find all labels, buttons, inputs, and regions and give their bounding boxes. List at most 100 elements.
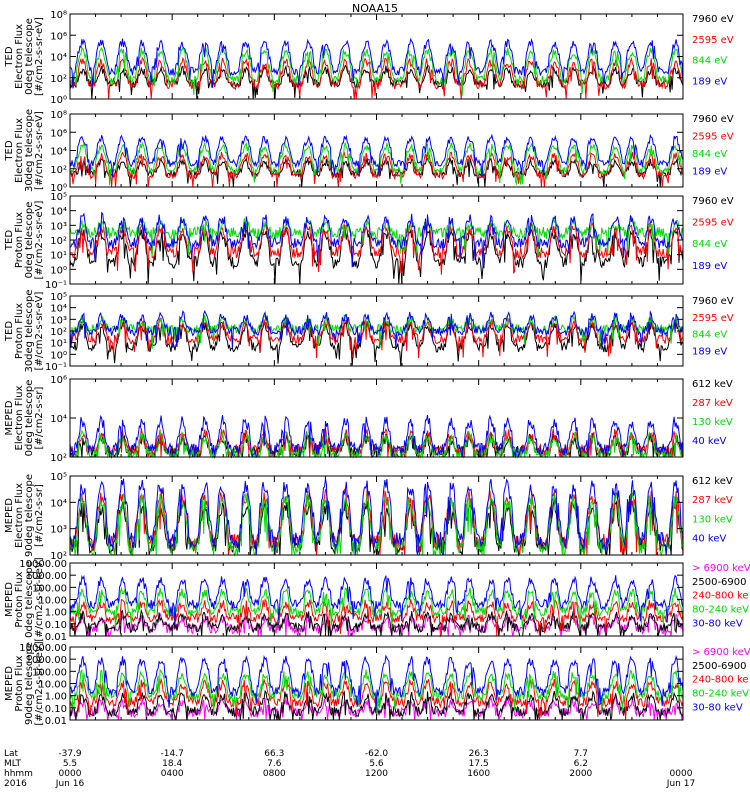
legend-entry: 844 eV [692,330,727,341]
x-tick-label: -14.7 [161,749,184,759]
series-2-line [69,56,684,100]
legend-entry: 844 eV [692,56,727,67]
y-axis-label-line: MEPED [4,582,15,617]
y-tick-label: 10⁴ [50,53,67,64]
y-tick-label: 10⁶ [50,31,67,42]
y-tick-label: 10⁵ [50,192,67,203]
y-tick-label: 10⁴ [50,147,67,158]
y-tick-label: 10³ [50,221,67,232]
legend-entry: > 6900 keV [692,563,750,574]
y-axis-label: MEPED Electron Flux 0deg telescope [#/cm2-s… [4,380,45,457]
y-axis-label: TED Proton Flux 30deg telescope [#/cm2-s-sr… [4,289,45,372]
y-tick-label: 1000.00 [26,655,67,666]
panel-7: 0.010.101.0010.00100.001000.0010000.00ME… [4,557,750,643]
y-tick-label: 10⁶ [50,375,67,386]
panel-frame [69,13,684,100]
legend-entry: 612 keV [692,476,733,487]
x-tick-label: 7.6 [267,759,282,769]
legend-entry: 2595 eV [692,132,734,143]
legend-entry: 189 eV [692,76,727,87]
y-axis-label: TED Electron Flux 30deg telescope [#/cm2-s-… [4,109,45,192]
y-tick-label: 10² [50,74,67,85]
panel-6: 10² 10³ 10⁴ 10⁵ MEPED Electron Flux 90deg tele… [4,472,733,562]
series-4-line [69,310,684,350]
panel-8: 0.010.101.0010.00100.001000.0010000.00ME… [4,641,750,727]
y-axis-label: MEPED Proton Flux 90deg telescope [#/cm2-s-… [4,641,45,725]
legend-entry: 240-800 ke [692,675,749,686]
y-tick-label: 0.01 [45,632,67,643]
x-tick-label: 66.3 [264,749,284,759]
y-tick-label: 100.00 [32,583,67,594]
legend-entry: 7960 eV [692,296,734,307]
series-4-line [69,133,684,178]
x-tick-label: Jun 17 [666,779,695,789]
y-axis-label-line: Proton Flux [14,655,25,711]
y-tick-label: 1.00 [45,608,67,619]
panel-1: 10⁰ 10² 10⁴ 10⁶ 10⁸ TED Electron Flux 0deg tele… [4,10,734,106]
panel-3: 10⁻¹ 10⁰ 10¹ 10² 10³ 10⁴ 10⁵ TED Proton Flux 0deg… [4,192,734,291]
legend-entry: 80-240 keV [692,604,749,615]
y-tick-label: 10000.00 [19,643,67,654]
series-2-line [69,221,684,275]
y-axis-label-line: 0deg telescope [24,561,35,638]
y-tick-label: 10⁴ [50,207,67,218]
legend-entry: 2500-6900 [692,577,747,588]
y-axis-label-line: [#/cm2-s-sr-keV] [34,557,45,641]
y-tick-label: 10¹ [50,251,67,262]
y-tick-label: 10⁻¹ [45,362,67,373]
y-tick-label: 10⁰ [50,350,67,361]
x-tick-label: 1200 [365,769,388,779]
legend-entry: 844 eV [692,239,727,250]
x-tick-label: 5.5 [63,759,77,769]
legend-entry: 612 keV [692,379,733,390]
legend-entry: 2595 eV [692,218,734,229]
x-tick-label: 26.3 [469,749,489,759]
x-tick-label: -37.9 [58,749,82,759]
y-tick-label: 1000.00 [26,571,67,582]
panel-2: 10⁰ 10² 10⁴ 10⁶ 10⁸ TED Electron Flux 30deg tel… [4,109,734,194]
legend-entry: 240-800 ke [692,591,749,602]
x-tick-label: 2000 [569,769,592,779]
legend-entry: 844 eV [692,149,727,160]
legend-entry: 7960 eV [692,114,734,125]
y-tick-label: 10⁻¹ [45,280,67,291]
x-tick-label: 18.4 [162,759,182,769]
legend-entry: 7960 eV [692,196,734,207]
y-axis-label-line: [#/cm2-s-sr] [34,386,45,449]
panel-frame [69,562,684,637]
y-axis-label-line: Proton Flux [14,212,25,268]
y-tick-label: 10² [50,551,67,562]
legend-entry: 130 keV [692,417,733,428]
y-axis-label: TED Proton Flux 0deg telescope [#/cm2-s-sr-… [4,200,45,279]
x-tick-label: 0400 [161,769,184,779]
y-axis-label: MEPED Electron Flux 90deg telescope [#/cm2-… [4,474,45,557]
legend-entry: > 6900 keV [692,647,750,658]
y-tick-label: 10⁰ [50,183,67,194]
series-3-line [69,215,684,257]
legend-entry: 2595 eV [692,313,734,324]
y-tick-label: 10⁴ [50,414,67,425]
y-tick-label: 10³ [50,525,67,536]
x-axis-row-label: 2016 [4,779,27,789]
y-tick-label: 0.01 [45,716,67,727]
y-axis-label-line: Electron Flux [14,118,25,183]
y-axis-label-line: Electron Flux [14,483,25,548]
y-tick-label: 10⁸ [50,110,67,121]
y-axis-label-line: 90deg telescope [24,642,35,725]
y-tick-label: 10² [50,165,67,176]
x-axis-row-label: hhmm [4,769,33,779]
y-tick-label: 10⁶ [50,128,67,139]
series-2-line [69,316,684,359]
series-5-line [69,654,684,711]
x-tick-label: 7.7 [574,749,588,759]
y-tick-label: 10³ [50,315,67,326]
y-axis-label-line: [#/cm2-s-sr-eV] [34,291,45,370]
series-4-line [69,37,684,89]
legend-entry: 40 keV [692,534,726,545]
y-tick-label: 10² [50,236,67,247]
plot-title: NOAA15 [352,2,398,15]
y-tick-label: 10⁵ [50,292,67,303]
panel-5: 10² 10⁴ 10⁶ MEPED Electron Flux 0deg telescop… [4,375,733,464]
y-axis-label-line: [#/cm2-s-sr-eV] [34,17,45,96]
